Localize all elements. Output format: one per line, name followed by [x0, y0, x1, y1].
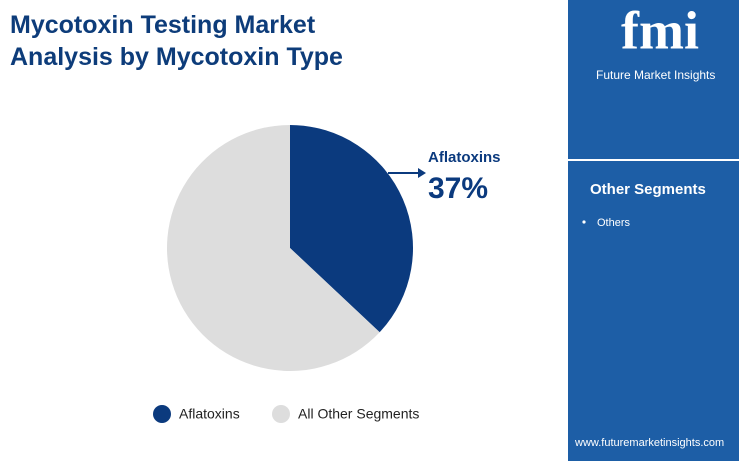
annotation-label: Aflatoxins: [428, 149, 501, 166]
chart-title: Mycotoxin Testing Market Analysis by Myco…: [10, 11, 343, 71]
brand-name: Future Market Insights: [596, 68, 715, 82]
side-heading: Other Segments: [590, 181, 706, 198]
legend-label: All Other Segments: [298, 406, 419, 422]
pie-slice: [290, 125, 413, 333]
side-panel: [568, 0, 739, 461]
website: www.futuremarketinsights.com: [574, 437, 724, 449]
side-item: Others: [597, 217, 631, 229]
legend-label: Aflatoxins: [179, 406, 240, 422]
pie-slice: [166, 125, 380, 371]
legend-swatch: [153, 405, 171, 423]
arrow-head: [418, 168, 426, 178]
value-label: 37%: [428, 172, 488, 205]
bullet: [582, 220, 586, 224]
legend-swatch: [272, 405, 290, 423]
brand-logo: fmi: [621, 0, 699, 60]
